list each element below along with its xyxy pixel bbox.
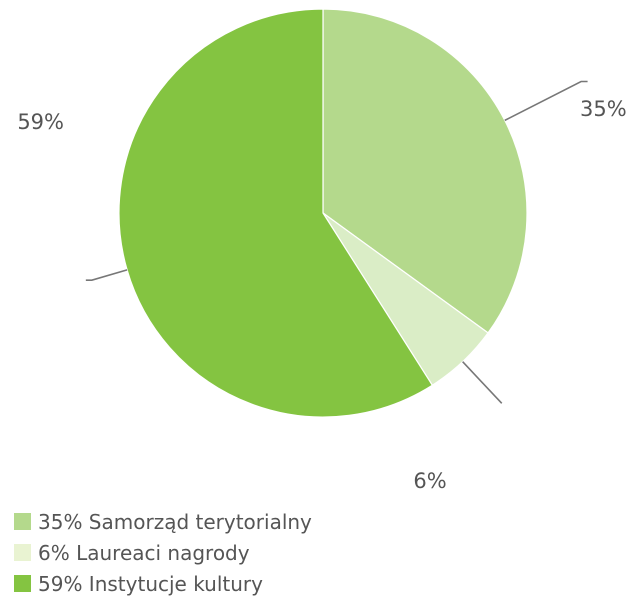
legend-item-laureaci: 6% Laureaci nagrody <box>14 537 312 568</box>
legend-item-samorzad: 35% Samorząd terytorialny <box>14 506 312 537</box>
legend-label-instytucje: 59% Instytucje kultury <box>38 571 263 596</box>
slice-label-1: 6% <box>413 469 446 493</box>
slice-label-2: 59% <box>17 110 64 134</box>
leader-line-2 <box>85 269 128 281</box>
legend-label-laureaci: 6% Laureaci nagrody <box>38 540 250 565</box>
legend: 35% Samorząd terytorialny 6% Laureaci na… <box>14 506 312 599</box>
slice-label-0: 35% <box>580 97 627 121</box>
legend-label-samorzad: 35% Samorząd terytorialny <box>38 509 312 534</box>
pie-slice-0 <box>322 8 528 334</box>
legend-swatch-samorzad <box>14 513 31 530</box>
pie-slice-2 <box>118 8 434 418</box>
pie-chart: 35% 6% 59% <box>17 8 627 493</box>
leader-line-0 <box>504 80 588 122</box>
legend-item-instytucje: 59% Instytucje kultury <box>14 568 312 599</box>
legend-swatch-laureaci <box>14 544 31 561</box>
leader-line-1 <box>462 361 503 404</box>
legend-swatch-instytucje <box>14 575 31 592</box>
